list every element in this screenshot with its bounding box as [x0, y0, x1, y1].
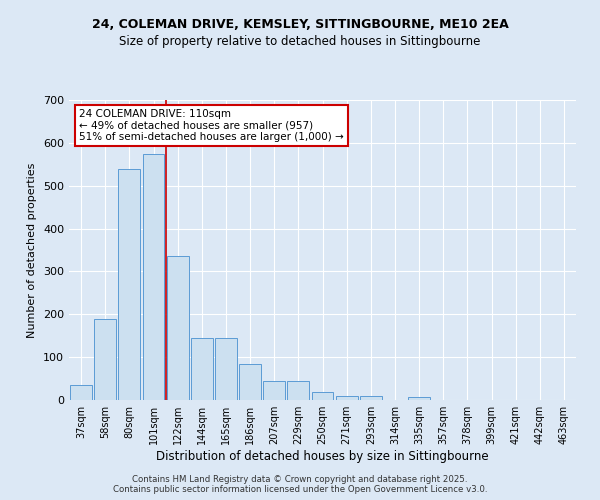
X-axis label: Distribution of detached houses by size in Sittingbourne: Distribution of detached houses by size … [156, 450, 489, 463]
Bar [239, 364, 261, 400]
Bar [408, 396, 430, 400]
Bar [143, 154, 164, 400]
Bar [263, 380, 285, 400]
Bar [287, 380, 309, 400]
Bar [215, 338, 237, 400]
Bar [70, 385, 92, 400]
Bar [311, 392, 334, 400]
Bar [94, 318, 116, 400]
Bar [167, 256, 188, 400]
Text: 24, COLEMAN DRIVE, KEMSLEY, SITTINGBOURNE, ME10 2EA: 24, COLEMAN DRIVE, KEMSLEY, SITTINGBOURN… [92, 18, 508, 30]
Text: Size of property relative to detached houses in Sittingbourne: Size of property relative to detached ho… [119, 35, 481, 48]
Bar [336, 396, 358, 400]
Bar [118, 168, 140, 400]
Text: Contains HM Land Registry data © Crown copyright and database right 2025.
Contai: Contains HM Land Registry data © Crown c… [113, 474, 487, 494]
Text: 24 COLEMAN DRIVE: 110sqm
← 49% of detached houses are smaller (957)
51% of semi-: 24 COLEMAN DRIVE: 110sqm ← 49% of detach… [79, 109, 344, 142]
Y-axis label: Number of detached properties: Number of detached properties [28, 162, 37, 338]
Bar [191, 338, 212, 400]
Bar [360, 396, 382, 400]
